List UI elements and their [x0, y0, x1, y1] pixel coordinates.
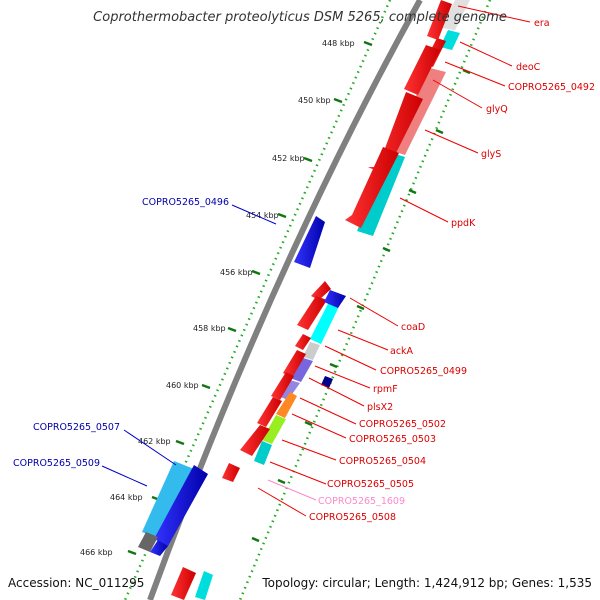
gene-label: COPRO5265_0503	[349, 434, 436, 445]
gene-label: coaD	[401, 322, 425, 333]
kbp-label: 454 kbp	[246, 211, 279, 220]
gene-arrow	[271, 372, 294, 400]
gene-label: COPRO5265_0496	[142, 197, 229, 208]
gene-arrow	[368, 92, 423, 175]
kbp-label: 466 kbp	[80, 548, 113, 557]
kbp-label: 462 kbp	[138, 437, 171, 446]
inner-leader-lines	[257, 5, 531, 517]
kbp-label: 464 kbp	[110, 493, 143, 502]
accession-label: Accession: NC_011295	[8, 576, 145, 590]
gene-label: COPRO5265_0509	[13, 458, 100, 469]
gene-label: COPRO5265_1609	[318, 496, 405, 507]
gene-arrow	[283, 350, 306, 378]
gene-arrow	[142, 461, 194, 540]
gene-label: COPRO5265_0499	[380, 366, 467, 377]
gene-arrow	[345, 147, 399, 228]
kbp-label: 452 kbp	[272, 154, 305, 163]
gene-arrow	[222, 463, 240, 482]
gene-arrow	[240, 425, 270, 456]
kbp-tick-marks	[127, 40, 373, 556]
outer-leader-lines	[101, 204, 277, 487]
gene-arrow	[311, 281, 331, 300]
gene-arrow	[294, 216, 325, 268]
gene-label: ackA	[390, 346, 414, 357]
gene-label: COPRO5265_0507	[33, 422, 120, 433]
map-title: Coprothermobacter proteolyticus DSM 5265…	[93, 10, 507, 25]
reverse-strand-genes	[171, 0, 452, 600]
gene-arrow	[297, 296, 327, 330]
topology-label: Topology: circular; Length: 1,424,912 bp…	[262, 576, 592, 590]
kbp-labels: 448 kbp 450 kbp 452 kbp 454 kbp 456 kbp …	[80, 39, 355, 557]
gene-label: COPRO5265_0508	[309, 512, 396, 523]
gene-arrow	[404, 45, 440, 95]
gene-arrow	[257, 397, 282, 427]
inner-dotted-ring	[238, 0, 492, 600]
kbp-label: 456 kbp	[220, 268, 253, 277]
kbp-label: 460 kbp	[166, 381, 199, 390]
backbone-ring	[147, 0, 423, 600]
gene-label: deoC	[516, 62, 541, 73]
gene-label: COPRO5265_0492	[508, 82, 595, 93]
gene-label: era	[534, 18, 550, 29]
gene-arrow	[138, 532, 158, 552]
outer-gene-labels: COPRO5265_0496 COPRO5265_0507 COPRO5265_…	[13, 197, 229, 469]
gene-label: ppdK	[451, 218, 476, 229]
gene-arrow	[324, 290, 346, 308]
gene-arrow	[321, 376, 333, 388]
gene-arrow	[171, 567, 196, 600]
rna-leader-line	[267, 479, 317, 501]
gene-label: glyS	[481, 149, 501, 160]
gene-label: rpmF	[373, 384, 398, 395]
gene-label: COPRO5265_0504	[339, 456, 426, 467]
inner-tick-marks	[251, 68, 471, 543]
gene-arrow	[295, 334, 311, 350]
forward-strand-genes	[138, 216, 346, 556]
gene-label: COPRO5265_0505	[327, 479, 414, 490]
inner-gene-labels: era deoC COPRO5265_0492 glyQ glyS ppdK c…	[309, 18, 595, 523]
kbp-label: 458 kbp	[193, 324, 226, 333]
kbp-label: 450 kbp	[298, 96, 331, 105]
gene-arrow	[150, 540, 168, 556]
kbp-label: 448 kbp	[322, 39, 355, 48]
gene-label: COPRO5265_0502	[359, 419, 446, 430]
gene-label: plsX2	[367, 402, 393, 413]
gene-label: glyQ	[486, 104, 508, 115]
gene-arrow	[154, 465, 208, 546]
gene-arrow	[427, 0, 452, 40]
